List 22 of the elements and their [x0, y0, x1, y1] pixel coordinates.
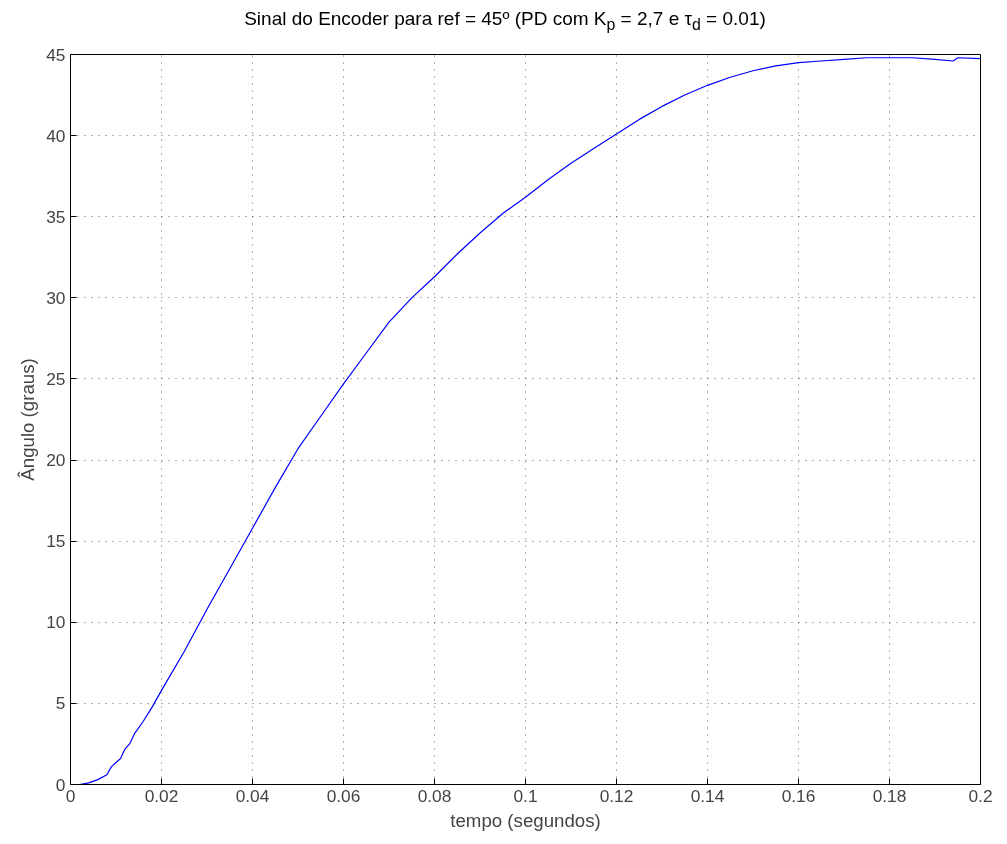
y-tick-label: 5 [55, 693, 66, 714]
y-tick-label: 30 [46, 287, 66, 308]
y-tick-label: 20 [46, 450, 66, 471]
x-tick-label: 0.18 [872, 785, 907, 806]
y-tick-label: 10 [46, 612, 66, 633]
y-tick-label: 35 [46, 206, 66, 227]
y-tick-label: 25 [46, 368, 66, 389]
x-tick-label: 0.12 [599, 785, 634, 806]
x-tick-label: 0.2 [968, 785, 993, 806]
x-tick-label: 0.08 [417, 785, 452, 806]
x-tick-label: 0.02 [144, 785, 179, 806]
x-tick-label: 0.1 [513, 785, 538, 806]
x-tick-label: 0.16 [781, 785, 816, 806]
y-axis-title: Ângulo (graus) [17, 358, 39, 481]
chart-title: Sinal do Encoder para ref = 45º (PD com K$_{p}$ = 2,7 e τ$_{d}$ = 0.01) [243, 7, 767, 35]
y-tick-label: 15 [46, 531, 66, 552]
x-tick-label: 0.14 [690, 785, 725, 806]
x-tick-label: 0.06 [326, 785, 361, 806]
x-tick-label: 0.04 [235, 785, 270, 806]
x-axis-title: tempo (segundos) [450, 809, 601, 831]
y-tick-label: 40 [46, 125, 66, 146]
y-tick-label: 45 [46, 44, 66, 65]
